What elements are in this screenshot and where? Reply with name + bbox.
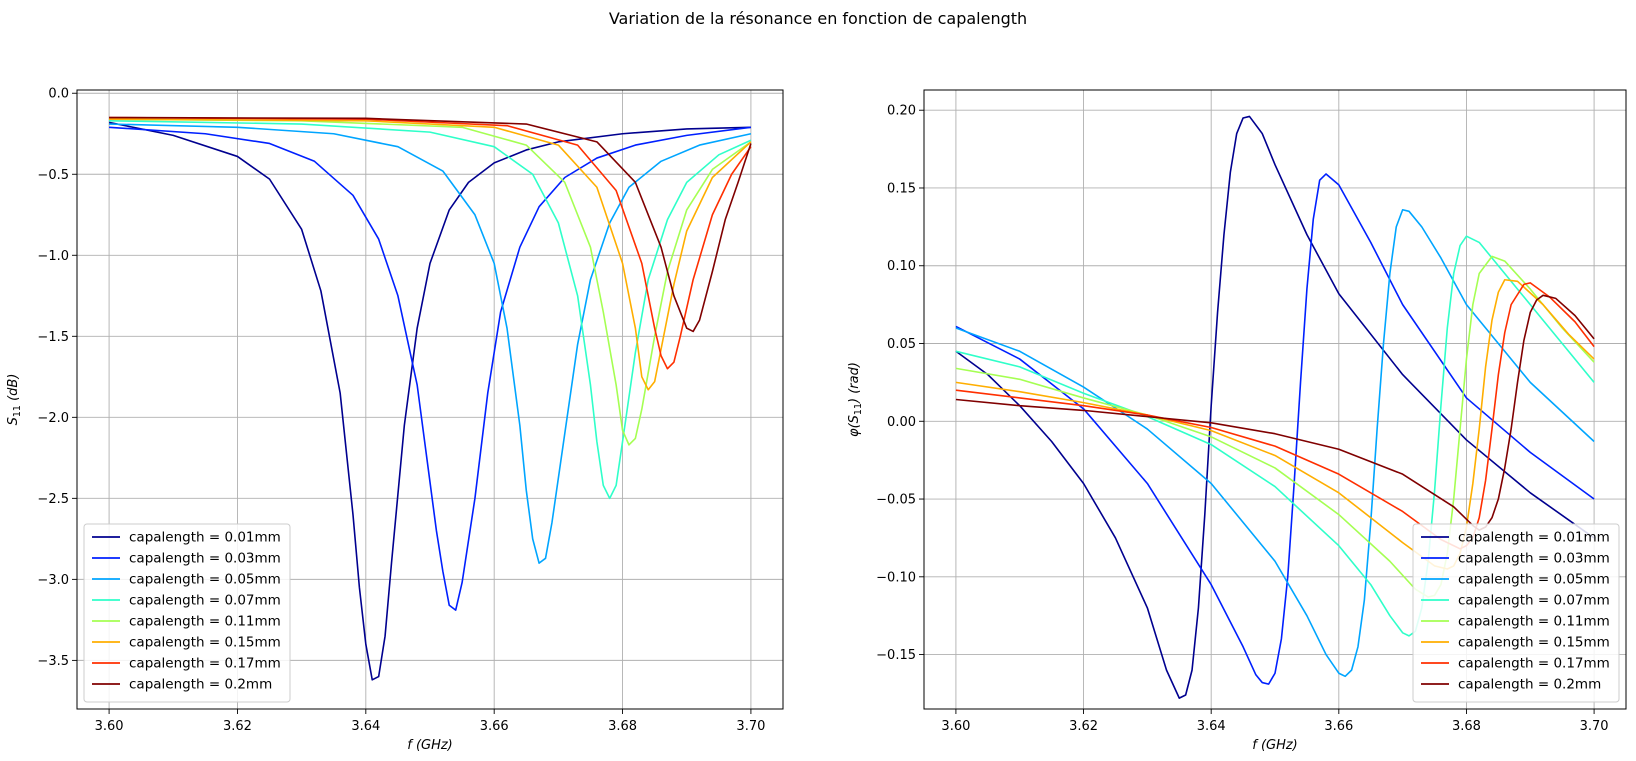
legend: capalength = 0.01mm capalength = 0.03mm ca… bbox=[83, 523, 291, 703]
x-tick-label: 3.64 bbox=[1197, 719, 1226, 734]
y-tick-label: −0.10 bbox=[876, 570, 916, 585]
grid bbox=[77, 90, 783, 709]
legend-label: capalength = 0.01mm bbox=[1458, 530, 1610, 546]
y-tick-label: −2.0 bbox=[37, 411, 69, 426]
series-line-capalength0-11mm bbox=[109, 118, 752, 446]
legend-label: capalength = 0.17mm bbox=[1458, 656, 1610, 672]
legend-label: capalength = 0.11mm bbox=[129, 614, 281, 630]
subplot-s11: 3.60 3.62 3.64 3.66 3.68 3.70 0.0 −0.5 −1.0 −1.5 −… bbox=[6, 87, 784, 753]
x-tick-label: 3.66 bbox=[480, 719, 509, 734]
y-tick-label: 0.00 bbox=[887, 415, 916, 430]
series-line-capalength0-2mm bbox=[955, 294, 1595, 531]
legend-label: capalength = 0.15mm bbox=[129, 635, 281, 651]
legend-label: capalength = 0.2mm bbox=[129, 677, 272, 693]
series-line-capalength0-07mm bbox=[109, 119, 752, 500]
legend-label: capalength = 0.07mm bbox=[1458, 593, 1610, 609]
x-tick-label: 3.62 bbox=[1069, 719, 1098, 734]
series-line-capalength0-17mm bbox=[109, 116, 752, 370]
y-axis-label: S11 (dB) bbox=[6, 374, 23, 426]
legend-box bbox=[1412, 523, 1620, 703]
y-tick-label: −2.5 bbox=[37, 492, 69, 507]
legend-label: capalength = 0.17mm bbox=[129, 656, 281, 672]
y-tick-label: −1.0 bbox=[37, 249, 69, 264]
y-tick-label: 0.05 bbox=[887, 337, 916, 352]
figure-title: Variation de la résonance en fonction de… bbox=[609, 9, 1027, 28]
series-line-capalength0-01mm bbox=[955, 115, 1595, 699]
legend-label: capalength = 0.05mm bbox=[129, 572, 281, 588]
y-tick-label: 0.15 bbox=[887, 181, 916, 196]
series-line-capalength0-05mm bbox=[955, 208, 1595, 678]
series-line-capalength0-05mm bbox=[109, 123, 752, 564]
x-tick-label: 3.62 bbox=[223, 719, 252, 734]
series-line-capalength0-03mm bbox=[955, 173, 1595, 685]
series-lines bbox=[108, 116, 752, 681]
y-tick-label: −1.5 bbox=[37, 330, 69, 345]
x-axis-label: f (GHz) bbox=[1252, 738, 1298, 753]
y-axis-label: φ(S11) (rad) bbox=[847, 362, 864, 437]
axes-frame bbox=[76, 89, 784, 710]
x-tick-label: 3.64 bbox=[351, 719, 380, 734]
legend-label: capalength = 0.07mm bbox=[129, 593, 281, 609]
y-tick-label: −0.15 bbox=[876, 648, 916, 663]
y-tick-label: −3.5 bbox=[37, 654, 69, 669]
x-tick-label: 3.60 bbox=[941, 719, 970, 734]
x-tick-label: 3.70 bbox=[736, 719, 765, 734]
series-line-capalength0-03mm bbox=[109, 126, 752, 611]
subplots: 3.60 3.62 3.64 3.66 3.68 3.70 0.0 −0.5 −1.0 −1.5 −… bbox=[6, 87, 1627, 753]
legend-label: capalength = 0.01mm bbox=[129, 530, 281, 546]
y-tick-label: −0.05 bbox=[876, 493, 916, 508]
y-tick-label: 0.0 bbox=[48, 87, 69, 102]
series-line-capalength0-17mm bbox=[955, 282, 1595, 550]
legend-label: capalength = 0.2mm bbox=[1458, 677, 1601, 693]
y-tick-label: 0.20 bbox=[887, 104, 916, 119]
axes-frame bbox=[923, 89, 1627, 710]
series-line-capalength0-15mm bbox=[109, 118, 752, 391]
legend-box bbox=[83, 523, 291, 703]
legend-label: capalength = 0.03mm bbox=[129, 551, 281, 567]
legend-label: capalength = 0.11mm bbox=[1458, 614, 1610, 630]
x-tick-label: 3.66 bbox=[1324, 719, 1353, 734]
legend-label: capalength = 0.15mm bbox=[1458, 635, 1610, 651]
x-tick-label: 3.68 bbox=[1452, 719, 1481, 734]
legend: capalength = 0.01mm capalength = 0.03mm ca… bbox=[1412, 523, 1620, 703]
series-line-capalength0-2mm bbox=[109, 116, 752, 333]
x-tick-label: 3.68 bbox=[608, 719, 637, 734]
y-tick-label: 0.10 bbox=[887, 259, 916, 274]
subplot-phase: 3.60 3.62 3.64 3.66 3.68 3.70 0.20 0.15 0.10 0.05… bbox=[847, 89, 1627, 753]
legend-label: capalength = 0.05mm bbox=[1458, 572, 1610, 588]
y-tick-label: −0.5 bbox=[37, 168, 69, 183]
y-tick-label: −3.0 bbox=[37, 573, 69, 588]
x-axis-label: f (GHz) bbox=[407, 738, 453, 753]
x-tick-label: 3.70 bbox=[1580, 719, 1609, 734]
legend-label: capalength = 0.03mm bbox=[1458, 551, 1610, 567]
x-tick-label: 3.60 bbox=[95, 719, 124, 734]
series-line-capalength0-01mm bbox=[108, 121, 751, 681]
